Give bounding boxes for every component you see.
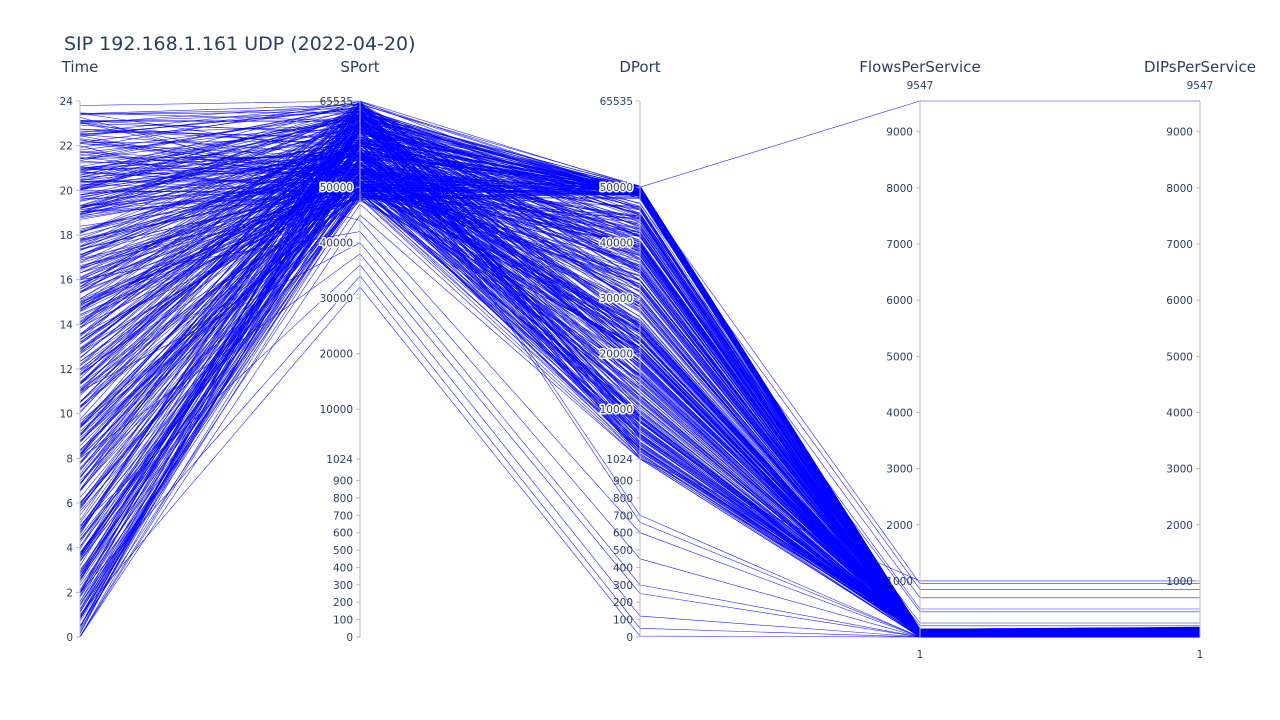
axis-dips: DIPsPerService 1000 2000 3000 4000 5000 6000 70…: [1144, 58, 1256, 661]
axis-range-max-label: 9547: [907, 80, 934, 92]
tick-label: 20000: [600, 349, 633, 361]
tick-label: 30000: [600, 293, 633, 305]
tick-label: 2000: [1166, 520, 1193, 532]
tick-label: 0: [626, 632, 633, 644]
chart-title: SIP 192.168.1.161 UDP (2022-04-20): [64, 33, 415, 55]
axis-title: Time: [61, 58, 99, 76]
tick-label: 4000: [1166, 407, 1193, 419]
tick-label: 40000: [600, 238, 633, 250]
tick-label: 0: [66, 632, 73, 644]
tick-label: 65535: [600, 96, 633, 108]
axis-title: DPort: [619, 58, 660, 76]
axis-range-max-label: 9547: [1187, 80, 1214, 92]
tick-label: 2000: [886, 520, 913, 532]
tick-label: 5000: [886, 351, 913, 363]
tick-label: 30000: [320, 293, 353, 305]
tick-label: 3000: [886, 464, 913, 476]
tick-label: 1024: [606, 454, 633, 466]
tick-label: 50000: [600, 182, 633, 194]
tick-label: 200: [333, 597, 353, 609]
tick-label: 9000: [886, 127, 913, 139]
tick-label: 16: [60, 275, 74, 287]
tick-label: 300: [613, 580, 633, 592]
axis-sport: SPort 0 100 200 300 400 500 600 700 800 900 1024 100…: [318, 58, 380, 644]
tick-label: 8: [66, 453, 73, 465]
tick-label: 22: [60, 141, 73, 153]
tick-label: 600: [613, 528, 633, 540]
tick-label: 12: [60, 364, 73, 376]
tick-label: 300: [333, 580, 353, 592]
tick-label: 900: [613, 476, 633, 488]
tick-label: 7000: [886, 239, 913, 251]
tick-label: 1000: [1166, 576, 1193, 588]
tick-label: 24: [60, 96, 74, 108]
tick-label: 2: [66, 587, 73, 599]
axis-range-min-label: 1: [1197, 649, 1204, 661]
tick-label: 100: [333, 615, 353, 627]
tick-label: 9000: [1166, 127, 1193, 139]
tick-label: 10: [60, 409, 73, 421]
tick-label: 1024: [326, 454, 353, 466]
axis-range-min-label: 1: [917, 649, 924, 661]
tick-label: 7000: [1166, 239, 1193, 251]
tick-label: 10000: [320, 404, 353, 416]
tick-label: 900: [333, 476, 353, 488]
tick-label: 100: [613, 615, 633, 627]
tick-label: 5000: [1166, 351, 1193, 363]
axis-title: FlowsPerService: [859, 58, 980, 76]
tick-label: 8000: [1166, 183, 1193, 195]
tick-label: 6000: [886, 295, 913, 307]
tick-label: 700: [613, 510, 633, 522]
tick-label: 800: [333, 493, 353, 505]
tick-label: 4000: [886, 407, 913, 419]
tick-label: 3000: [1166, 464, 1193, 476]
axis-dport: DPort 0 100 200 300 400 500 600 700 800 900 1024 100…: [598, 58, 661, 644]
tick-label: 6: [66, 498, 73, 510]
tick-label: 500: [333, 545, 353, 557]
tick-label: 14: [60, 319, 74, 331]
tick-label: 200: [613, 597, 633, 609]
tick-label: 20: [60, 185, 73, 197]
tick-label: 20000: [320, 349, 353, 361]
tick-label: 400: [613, 562, 633, 574]
tick-label: 18: [60, 230, 73, 242]
tick-label: 10000: [600, 404, 633, 416]
tick-label: 8000: [886, 183, 913, 195]
axes-layer: Time024681012141618202224SPort0100200300…: [60, 58, 1256, 661]
axis-flows: FlowsPerService 1000 2000 3000 4000 5000 6000 7…: [859, 58, 980, 661]
tick-label: 4: [66, 543, 73, 555]
axis-title: SPort: [340, 58, 379, 76]
tick-label: 400: [333, 562, 353, 574]
tick-label: 700: [333, 510, 353, 522]
tick-label: 40000: [320, 238, 353, 250]
tick-label: 1000: [886, 576, 913, 588]
tick-label: 50000: [320, 182, 353, 194]
tick-label: 0: [346, 632, 353, 644]
tick-label: 65535: [320, 96, 353, 108]
tick-label: 800: [613, 493, 633, 505]
tick-label: 6000: [1166, 295, 1193, 307]
tick-label: 600: [333, 528, 353, 540]
axis-title: DIPsPerService: [1144, 58, 1256, 76]
tick-label: 500: [613, 545, 633, 557]
